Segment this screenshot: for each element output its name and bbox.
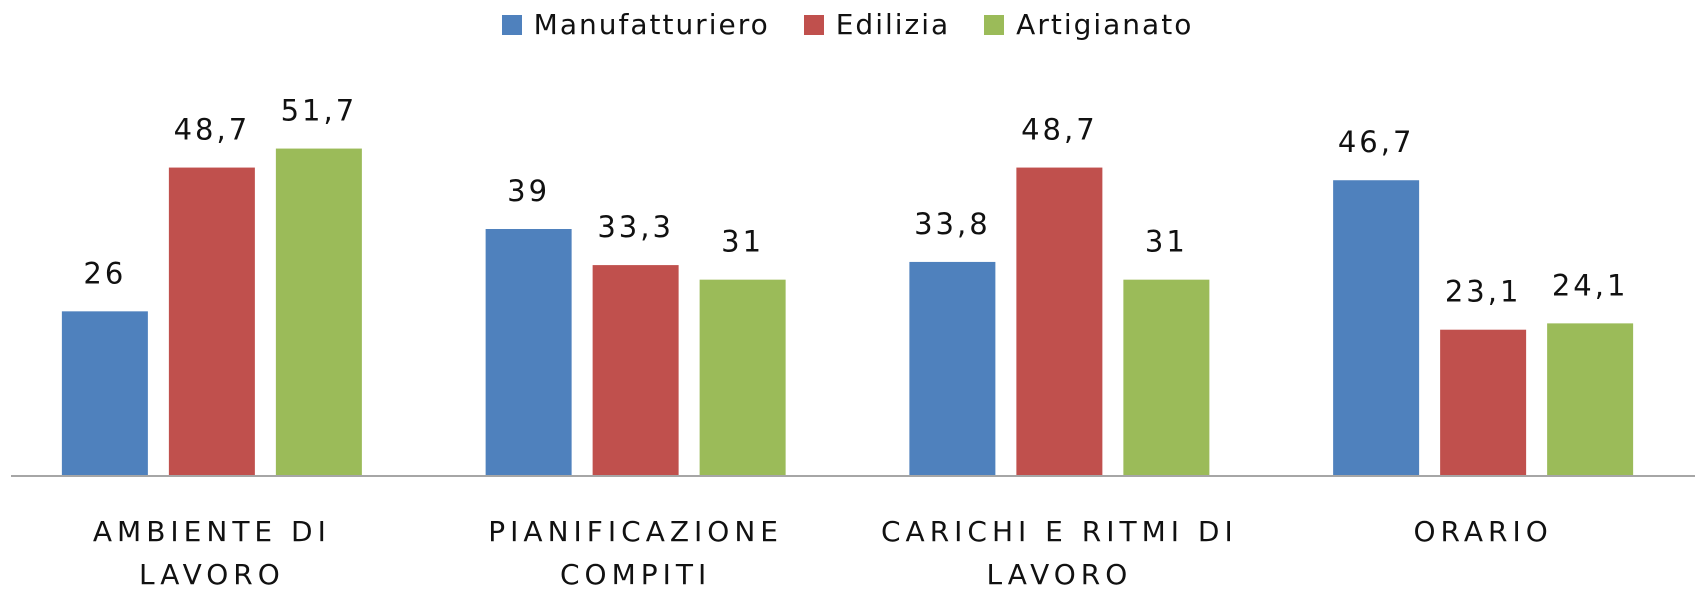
bar xyxy=(592,265,679,476)
legend-item: Edilizia xyxy=(803,8,951,41)
x-tick-label: AMBIENTE DI LAVORO xyxy=(92,515,331,590)
data-label: 33,3 xyxy=(597,210,674,244)
legend-label: Manufatturiero xyxy=(533,8,770,41)
data-label: 33,8 xyxy=(914,207,991,241)
data-label: 31 xyxy=(721,225,764,259)
bar xyxy=(1440,329,1527,476)
data-label: 26 xyxy=(83,256,126,290)
bar xyxy=(485,229,572,476)
legend: Manufatturiero Edilizia Artigianato xyxy=(0,8,1695,41)
data-label: 51,7 xyxy=(281,94,358,128)
bar xyxy=(1547,323,1634,476)
x-tick-label: PIANIFICAZIONE COMPITI xyxy=(488,515,783,590)
legend-label: Edilizia xyxy=(835,8,951,41)
data-label: 31 xyxy=(1145,225,1188,259)
bar xyxy=(909,261,996,476)
data-label: 46,7 xyxy=(1338,125,1415,159)
legend-swatch xyxy=(803,14,824,35)
data-label: 39 xyxy=(507,174,550,208)
data-label: 24,1 xyxy=(1552,268,1629,302)
bar xyxy=(699,279,786,476)
legend-swatch xyxy=(501,14,522,35)
x-tick-label: CARICHI E RITMI DI LAVORO xyxy=(881,515,1238,590)
bar xyxy=(168,167,255,477)
legend-label: Artigianato xyxy=(1016,8,1194,41)
data-label: 48,7 xyxy=(1021,113,1098,147)
legend-item: Artigianato xyxy=(984,8,1193,41)
bar xyxy=(275,148,362,477)
legend-item: Manufatturiero xyxy=(501,8,770,41)
data-label: 23,1 xyxy=(1445,275,1522,309)
legend-swatch xyxy=(984,14,1005,35)
data-label: 48,7 xyxy=(174,113,251,147)
bar xyxy=(1123,279,1210,476)
bar xyxy=(61,311,148,476)
bar xyxy=(1016,167,1103,477)
x-tick-label: ORARIO xyxy=(1413,515,1553,548)
bar xyxy=(1333,180,1420,476)
